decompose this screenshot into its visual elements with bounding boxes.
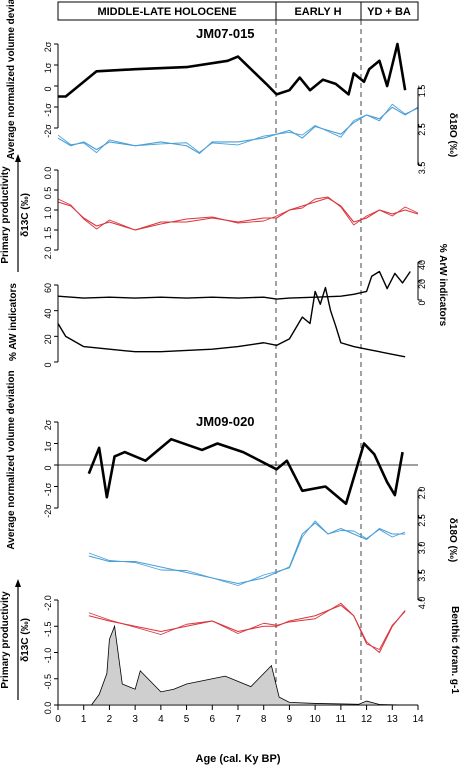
x-tick-label: 2 — [107, 714, 113, 725]
y-tick-label: 3.0 — [417, 542, 427, 555]
y-tick-label: -1.5 — [43, 621, 53, 637]
d18o-series-line-b — [57, 103, 419, 154]
axis-title-productivity-bottom: Primary productivity — [0, 591, 11, 689]
x-tick-label: 9 — [287, 714, 293, 725]
arw-line — [57, 270, 411, 300]
volume-line — [87, 437, 404, 505]
x-tick-label: 13 — [387, 714, 399, 725]
axis-title-productivity-top: Primary productivity — [0, 166, 11, 264]
y-tick-label: 0.0 — [43, 167, 53, 180]
x-tick-label: 3 — [132, 714, 138, 725]
d18o-series-line-b — [88, 520, 406, 586]
y-tick-label: 40 — [43, 309, 53, 319]
y-tick-label: 3.5 — [417, 162, 427, 175]
core-label-jm09: JM09-020 — [196, 414, 255, 429]
benthic-area — [90, 624, 406, 706]
productivity-arrowhead — [15, 154, 21, 162]
d18o-series-line — [57, 106, 419, 154]
y-tick-label: 2.0 — [43, 247, 53, 260]
y-tick-label: 2.5 — [417, 514, 427, 527]
axis-title-benthic: Benthic foram. g-1 — [449, 606, 460, 694]
y-tick-label: -1σ — [43, 482, 53, 496]
y-tick-label: 20 — [43, 334, 53, 344]
y-tick-label: -2σ — [43, 124, 53, 138]
y-tick-label: 2.5 — [417, 123, 427, 136]
axis-title-d18o-bottom: δ18O (‰) — [447, 518, 458, 562]
axis-title-d13c-top: δ13C (‰) — [20, 193, 31, 237]
y-tick-label: -1σ — [43, 103, 53, 117]
x-tick-label: 7 — [235, 714, 241, 725]
y-tick-label: 0.5 — [43, 187, 53, 200]
x-tick-label: 1 — [81, 714, 87, 725]
volume-line — [58, 42, 407, 98]
d13c-series-line — [57, 197, 419, 231]
y-tick-label: 0 — [417, 300, 427, 305]
period-header: MIDDLE-LATE HOLOCENE EARLY H YD + BA — [57, 1, 419, 21]
y-tick-label: 1.5 — [43, 227, 53, 240]
axis-title-volume-bottom: Average normalized volume deviation — [6, 370, 17, 549]
y-tick-label: -1.0 — [43, 648, 53, 664]
axis-title-d13c-bottom: δ13C (‰) — [20, 618, 31, 662]
y-tick-label: 2.0 — [417, 487, 427, 500]
d13c-series-line-b — [88, 602, 406, 650]
x-axis — [57, 704, 419, 710]
axis-title-arw: % ArW indicators — [437, 244, 448, 327]
y-tick-label: 60 — [43, 283, 53, 293]
axis-title-volume-top: Average normalized volume deviation — [6, 0, 17, 160]
y-tick-label: 1σ — [43, 62, 53, 73]
y-tick-label: 0 — [43, 362, 53, 367]
y-tick-label: -2.0 — [43, 595, 53, 611]
period-label: EARLY H — [294, 6, 341, 18]
x-tick-label: 8 — [261, 714, 267, 725]
x-axis-title: Age (cal. Ky BP) — [196, 753, 281, 765]
x-tick-label: 4 — [158, 714, 164, 725]
core-label-jm07: JM07-015 — [196, 26, 255, 41]
y-tick-label: 1.0 — [43, 207, 53, 220]
x-tick-label: 5 — [184, 714, 190, 725]
y-tick-label: 0 — [43, 465, 53, 470]
d13c-series-line-b — [57, 196, 419, 231]
y-tick-label: 40 — [417, 260, 427, 270]
y-tick-label: 1.5 — [417, 85, 427, 98]
productivity-arrowhead — [15, 579, 21, 587]
axis-title-aw: % AW indicators — [8, 283, 19, 361]
x-tick-label: 14 — [412, 714, 424, 725]
y-tick-label: 0.0 — [43, 702, 53, 715]
y-tick-label: 1σ — [43, 441, 53, 452]
axis-title-d18o-top: δ18O (‰) — [447, 113, 458, 157]
y-tick-label: 4.0 — [417, 597, 427, 610]
y-tick-label: 0 — [43, 86, 53, 91]
d13c-series-line — [88, 604, 406, 654]
y-tick-label: 2σ — [43, 419, 53, 430]
x-tick-label: 0 — [55, 714, 61, 725]
plot-layer: 0 1 2 3 4 5 6 7 8 9 10 11 12 13 142σ1σ0-1σ-2σ1.52.53.5… — [43, 41, 427, 725]
y-tick-label: 3.5 — [417, 569, 427, 582]
y-tick-label: 20 — [417, 279, 427, 289]
period-label: MIDDLE-LATE HOLOCENE — [97, 6, 236, 18]
period-header-frame — [57, 1, 419, 21]
y-tick-label: -0.5 — [43, 674, 53, 690]
y-tick-label: -2σ — [43, 504, 53, 518]
x-tick-label: 11 — [336, 714, 347, 725]
y-tick-label: 2σ — [43, 41, 53, 52]
x-tick-label: 10 — [310, 714, 322, 725]
d18o-series-line — [88, 522, 406, 585]
period-label: YD + BA — [367, 6, 411, 18]
x-tick-label: 6 — [210, 714, 216, 725]
x-tick-label: 12 — [361, 714, 373, 725]
